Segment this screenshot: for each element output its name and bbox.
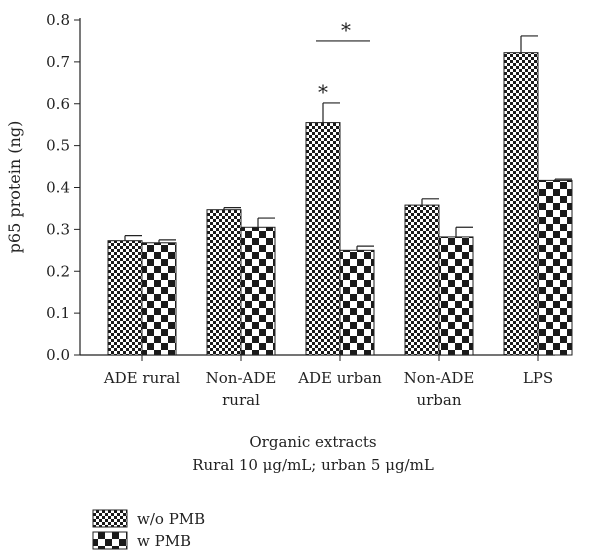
x-axis-label-line-1: Organic extracts xyxy=(249,433,376,451)
bar xyxy=(107,240,143,356)
bar xyxy=(503,52,539,356)
y-tick-label: 0.0 xyxy=(46,346,70,364)
y-tick-label: 0.4 xyxy=(46,179,70,197)
y-tick-label: 0.1 xyxy=(46,304,70,322)
y-tick-label: 0.2 xyxy=(46,262,70,280)
annotations: ** xyxy=(316,18,370,104)
legend-swatch xyxy=(92,509,128,528)
y-tick-label: 0.8 xyxy=(46,11,70,29)
bars xyxy=(107,35,573,356)
y-tick-label: 0.6 xyxy=(46,95,70,113)
y-tick-label: 0.7 xyxy=(46,53,70,71)
legend-label: w/o PMB xyxy=(137,510,205,528)
bar xyxy=(305,122,341,356)
significance-bracket-star: * xyxy=(341,18,351,42)
x-tick-label: Non-ADE xyxy=(404,369,475,387)
bar xyxy=(438,236,474,356)
y-axis-label: p65 protein (ng) xyxy=(5,121,24,254)
significance-star: * xyxy=(318,80,328,104)
bar xyxy=(537,179,573,356)
x-tick-label: urban xyxy=(416,391,461,409)
x-tick-label: ADE rural xyxy=(103,369,181,387)
y-tick-label: 0.3 xyxy=(46,220,70,238)
legend-swatch xyxy=(92,531,128,550)
bar xyxy=(404,204,440,356)
axes: 0.0 0.1 0.2 0.3 0.4 0.5 0.6 0.7 0.8 ADE rural Non-… xyxy=(46,11,555,409)
x-tick-label: Non-ADE xyxy=(206,369,277,387)
y-tick-label: 0.5 xyxy=(46,137,70,155)
bar xyxy=(240,226,276,356)
x-tick-label: ADE urban xyxy=(297,369,382,387)
x-axis-label-line-2: Rural 10 μg/mL; urban 5 μg/mL xyxy=(192,456,434,474)
legend: w/o PMB w PMB xyxy=(92,509,205,550)
x-tick-label: LPS xyxy=(523,369,553,387)
bar xyxy=(206,209,242,356)
bar xyxy=(339,249,375,356)
bar xyxy=(141,242,177,356)
x-tick-label: rural xyxy=(222,391,260,409)
legend-label: w PMB xyxy=(137,532,191,550)
